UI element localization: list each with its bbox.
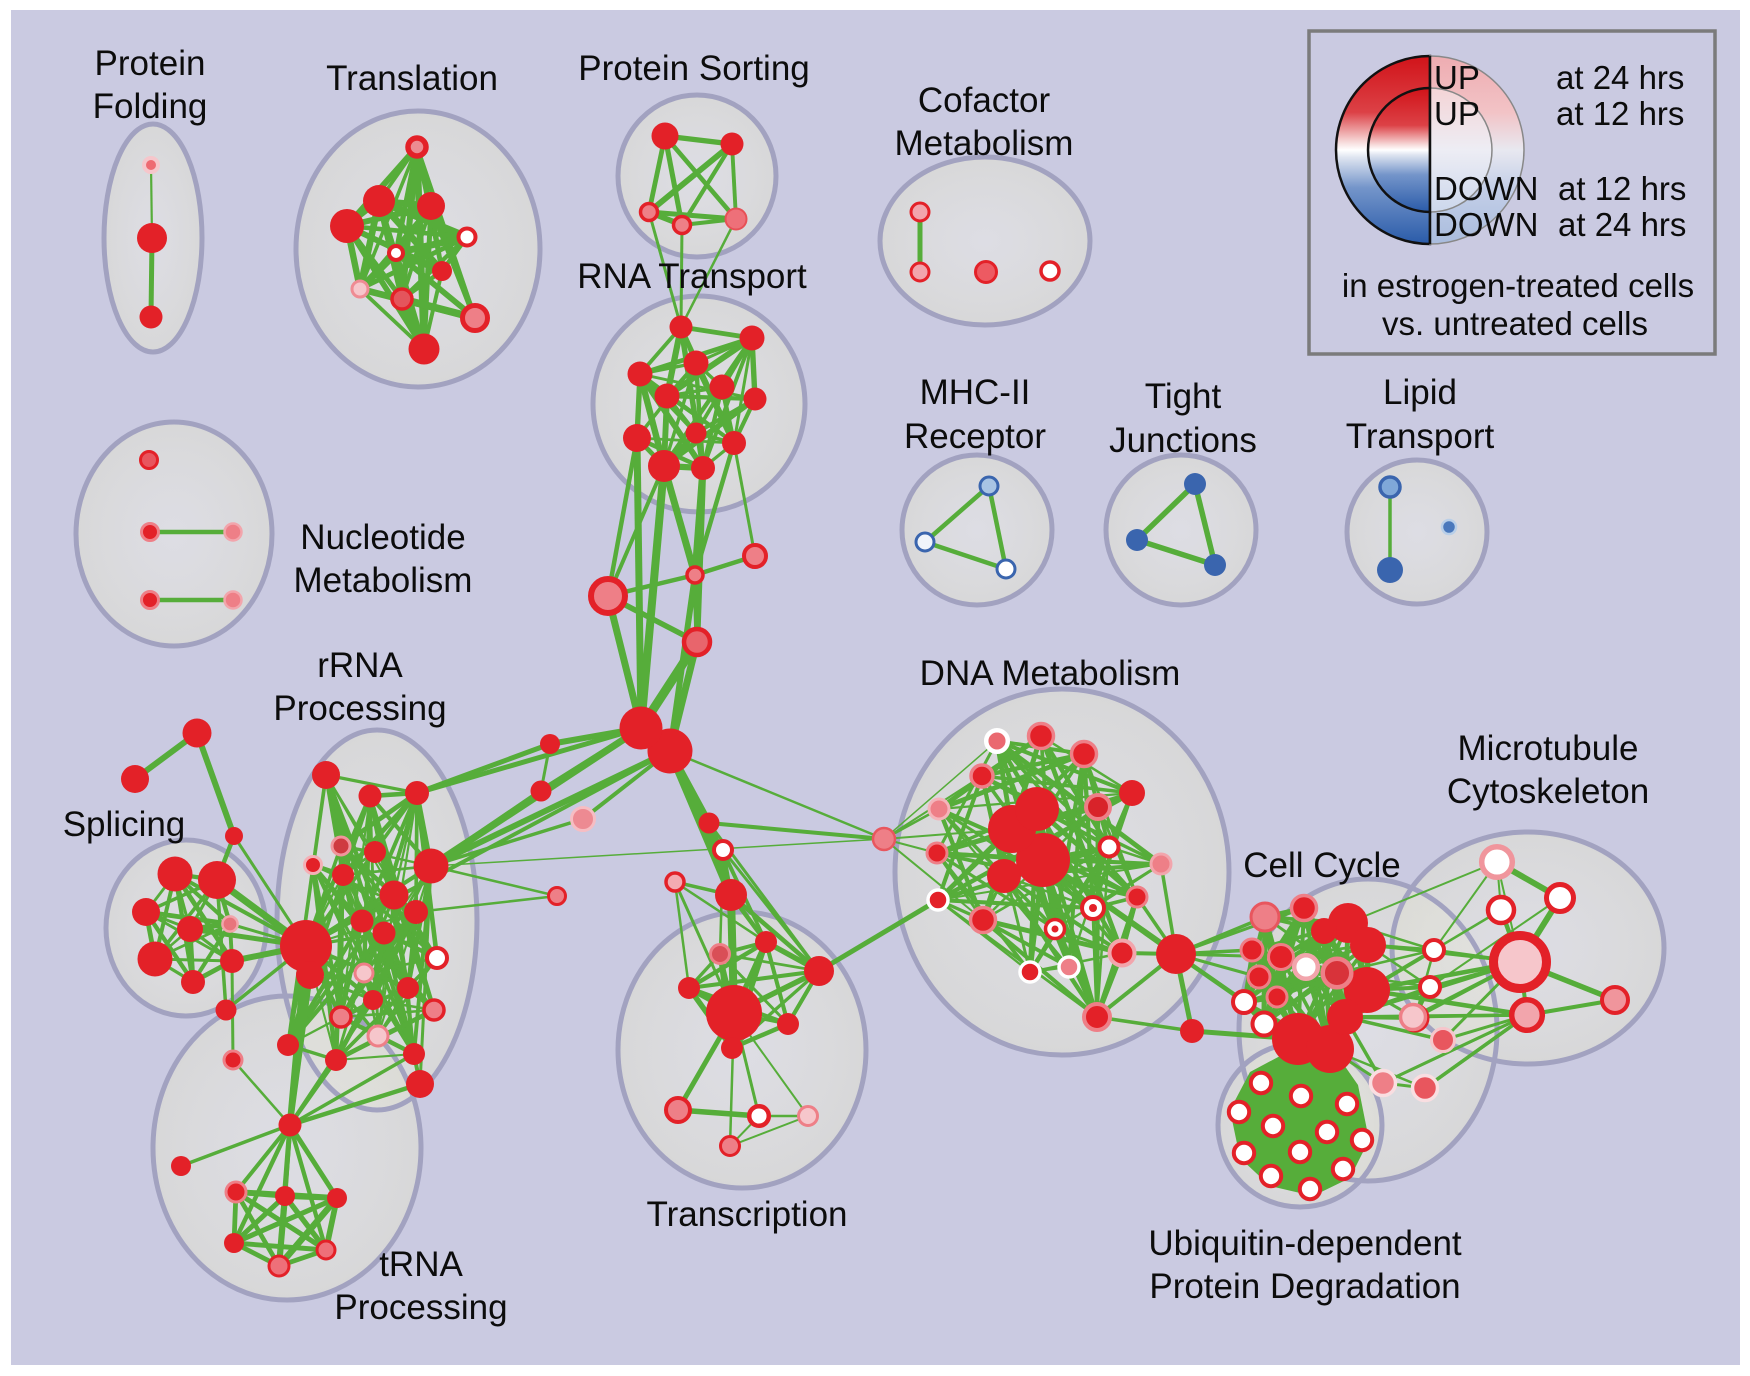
svg-text:at 24 hrs: at 24 hrs bbox=[1558, 206, 1686, 243]
svg-text:Microtubule: Microtubule bbox=[1458, 729, 1639, 768]
svg-text:Transcription: Transcription bbox=[647, 1195, 848, 1234]
svg-text:Transport: Transport bbox=[1346, 417, 1495, 456]
svg-text:RNA Transport: RNA Transport bbox=[577, 257, 807, 296]
svg-text:Lipid: Lipid bbox=[1383, 373, 1457, 412]
svg-text:MHC-II: MHC-II bbox=[920, 373, 1031, 412]
svg-text:Cofactor: Cofactor bbox=[918, 81, 1051, 120]
svg-text:DOWN: DOWN bbox=[1434, 170, 1538, 207]
svg-text:vs. untreated cells: vs. untreated cells bbox=[1382, 305, 1648, 342]
svg-text:in estrogen-treated cells: in estrogen-treated cells bbox=[1342, 267, 1694, 304]
svg-text:rRNA: rRNA bbox=[317, 646, 403, 685]
svg-text:Processing: Processing bbox=[273, 689, 446, 728]
svg-text:UP: UP bbox=[1434, 95, 1480, 132]
svg-text:at 12 hrs: at 12 hrs bbox=[1556, 95, 1684, 132]
svg-text:Cell Cycle: Cell Cycle bbox=[1243, 846, 1401, 885]
svg-text:Junctions: Junctions bbox=[1109, 421, 1257, 460]
svg-text:UP: UP bbox=[1434, 59, 1480, 96]
svg-text:Tight: Tight bbox=[1145, 377, 1222, 416]
svg-text:tRNA: tRNA bbox=[379, 1245, 463, 1284]
svg-text:Nucleotide: Nucleotide bbox=[300, 518, 465, 557]
svg-text:Protein: Protein bbox=[95, 44, 206, 83]
svg-text:Translation: Translation bbox=[326, 59, 498, 98]
svg-text:Protein Degradation: Protein Degradation bbox=[1149, 1267, 1460, 1306]
svg-text:Metabolism: Metabolism bbox=[895, 124, 1074, 163]
svg-text:Metabolism: Metabolism bbox=[294, 561, 473, 600]
svg-text:Protein Sorting: Protein Sorting bbox=[578, 49, 810, 88]
svg-text:Ubiquitin-dependent: Ubiquitin-dependent bbox=[1148, 1224, 1462, 1263]
svg-text:DOWN: DOWN bbox=[1434, 206, 1538, 243]
svg-text:Cytoskeleton: Cytoskeleton bbox=[1447, 772, 1649, 811]
svg-text:DNA Metabolism: DNA Metabolism bbox=[920, 654, 1181, 693]
svg-text:Processing: Processing bbox=[334, 1288, 507, 1327]
svg-text:Receptor: Receptor bbox=[904, 417, 1046, 456]
svg-text:at 24 hrs: at 24 hrs bbox=[1556, 59, 1684, 96]
svg-text:at 12 hrs: at 12 hrs bbox=[1558, 170, 1686, 207]
svg-text:Splicing: Splicing bbox=[63, 805, 186, 844]
svg-text:Folding: Folding bbox=[93, 87, 208, 126]
